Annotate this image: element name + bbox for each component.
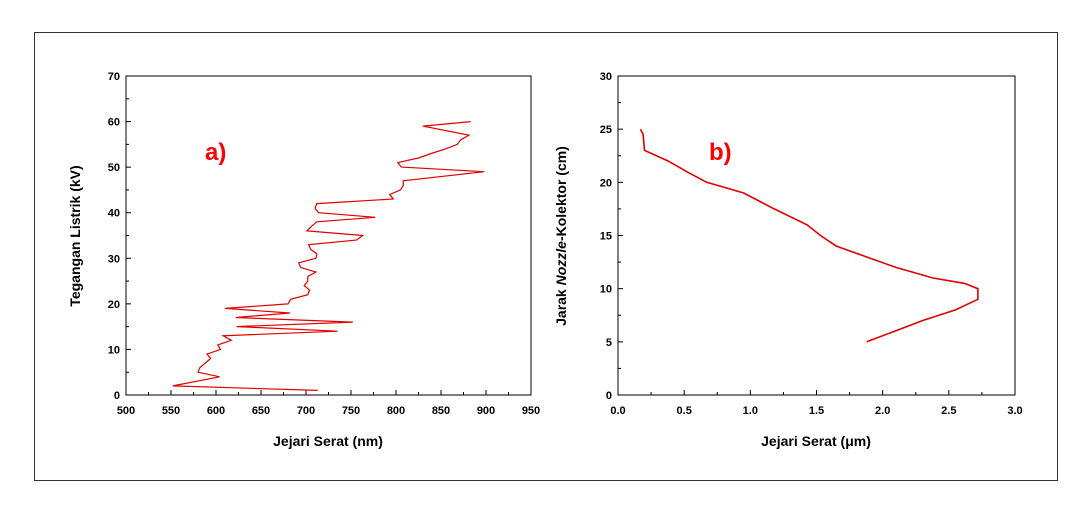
panel-b-y-tick-label: 20: [600, 177, 612, 189]
panel-b-y-tick-label: 10: [600, 284, 612, 296]
panel-b-x-tick-label: 0.0: [610, 405, 625, 417]
panel-b-x-ticks: 0.0 0.5 1.0 1.5 2.0 2.5 3.0: [610, 390, 1023, 417]
panel-a-y-tick-label: 50: [108, 162, 120, 174]
panel-a-x-tick-label: 800: [387, 405, 405, 417]
panel-a-y-ticks: 0 10 20 30 40 50 60 70: [108, 71, 131, 402]
panel-a-x-tick-label: 500: [117, 405, 135, 417]
panel-a-y-tick-label: 60: [108, 117, 120, 129]
panel-a-y-tick-label: 70: [108, 71, 120, 83]
panel-b-x-tick-label: 2.0: [875, 405, 890, 417]
panel-b-y-tick-label: 15: [600, 231, 612, 243]
panel-b-x-tick-label: 0.5: [677, 405, 692, 417]
panel-b-y-tick-label: 30: [600, 71, 612, 83]
panel-a-x-tick-label: 600: [207, 405, 225, 417]
panel-a-y-tick-label: 10: [108, 344, 120, 356]
panel-a-x-tick-label: 850: [432, 405, 450, 417]
panel-b-y-tick-label: 25: [600, 124, 612, 136]
panel-b-label: b): [709, 139, 732, 166]
panel-a-x-tick-label: 900: [477, 405, 495, 417]
panel-b-y-ticks: 0 5 10 15 20 25 30: [600, 71, 623, 402]
panel-a-y-tick-label: 20: [108, 299, 120, 311]
panel-b-series-line: [639, 128, 979, 343]
panel-a-x-tick-label: 700: [297, 405, 315, 417]
panel-a-y-axis-label: Tegangan Listrik (kV): [67, 165, 83, 306]
panel-b-y-tick-label: 0: [606, 390, 612, 402]
panel-a-x-ticks: 500 550 600 650 700 750 800 850 900 950: [117, 390, 540, 417]
panel-b-y-tick-label: 5: [606, 337, 612, 349]
panel-b-x-tick-label: 1.5: [809, 405, 824, 417]
panel-b-x-axis-label: Jejari Serat (μm): [761, 433, 871, 449]
figure-frame: [34, 32, 1058, 481]
panel-a-x-tick-label: 650: [252, 405, 270, 417]
panel-a-x-tick-label: 550: [162, 405, 180, 417]
panel-a-label: a): [205, 139, 226, 166]
panel-a: 500 550 600 650 700 750 800 850 900 950 0 10 20 30 40…: [67, 71, 540, 449]
panel-b: 0.0 0.5 1.0 1.5 2.0 2.5 3.0 0 5 10 15 20 25 30 Jejar…: [553, 71, 1023, 449]
panel-b-y-axis-label: Jarak Nozzle-Kolektor (cm): [553, 146, 569, 326]
panel-a-x-tick-label: 750: [342, 405, 360, 417]
panel-b-plot-frame: [617, 75, 1016, 396]
panel-b-x-tick-label: 1.0: [743, 405, 758, 417]
panel-a-y-tick-label: 40: [108, 208, 120, 220]
panel-a-plot-frame: [125, 75, 532, 396]
panel-a-y-tick-label: 0: [114, 390, 120, 402]
panel-a-x-axis-label: Jejari Serat (nm): [273, 433, 383, 449]
panel-b-x-tick-label: 3.0: [1007, 405, 1022, 417]
panel-b-x-tick-label: 2.5: [941, 405, 956, 417]
panel-a-series-line: [172, 121, 485, 391]
panel-a-x-tick-label: 950: [522, 405, 540, 417]
panel-a-y-tick-label: 30: [108, 253, 120, 265]
